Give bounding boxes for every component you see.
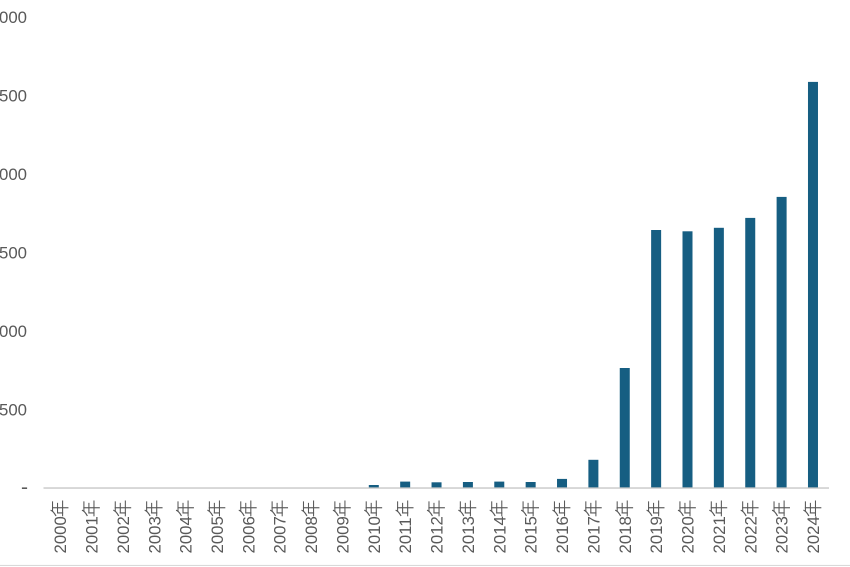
svg-text:2005: 2005: [208, 516, 227, 553]
svg-text:2018: 2018: [616, 516, 635, 553]
svg-text:1,500: 1,500: [0, 244, 27, 263]
svg-text:2015: 2015: [522, 516, 541, 553]
svg-text:2021: 2021: [710, 516, 729, 553]
svg-text:2003: 2003: [145, 516, 164, 553]
svg-text:2001: 2001: [83, 516, 102, 553]
svg-text:2009: 2009: [333, 516, 352, 553]
svg-text:2010: 2010: [365, 516, 384, 553]
svg-text:2022: 2022: [741, 516, 760, 553]
svg-text:2007: 2007: [271, 516, 290, 553]
svg-text:2024: 2024: [804, 516, 823, 553]
svg-text:2017: 2017: [584, 516, 603, 553]
svg-text:2002: 2002: [114, 516, 133, 553]
svg-text:2,500: 2,500: [0, 87, 27, 106]
svg-text:2020: 2020: [679, 516, 698, 553]
svg-text:500: 500: [0, 401, 27, 420]
svg-text:2016: 2016: [553, 516, 572, 553]
svg-text:1,000: 1,000: [0, 322, 27, 341]
svg-text:2023: 2023: [773, 516, 792, 553]
svg-text:3,000: 3,000: [0, 8, 27, 27]
svg-text:2006: 2006: [239, 516, 258, 553]
svg-text:2,000: 2,000: [0, 165, 27, 184]
svg-text:2012: 2012: [428, 516, 447, 553]
svg-text:2011: 2011: [396, 517, 415, 553]
svg-text:2008: 2008: [302, 516, 321, 553]
svg-text:2004: 2004: [177, 516, 196, 553]
svg-text:2013: 2013: [459, 516, 478, 553]
svg-text:2019: 2019: [647, 516, 666, 553]
svg-text:2014: 2014: [490, 516, 509, 553]
svg-text:2000: 2000: [51, 516, 70, 553]
